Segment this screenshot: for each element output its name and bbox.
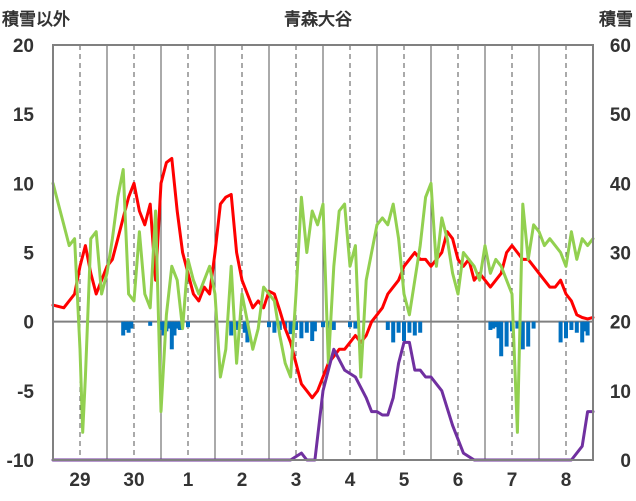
bar (520, 321, 525, 350)
line-series (51, 156, 595, 462)
right-y-tick-label: 10 (610, 382, 631, 403)
right-y-tick-label: 0 (620, 451, 631, 472)
x-tick-label: 8 (561, 470, 572, 491)
bar (294, 321, 298, 330)
bar (580, 321, 585, 343)
bar (499, 321, 504, 357)
bar (496, 321, 501, 339)
chart-title: 青森大谷 (284, 9, 353, 30)
right-y-tick-label: 40 (610, 174, 631, 195)
bar (558, 321, 563, 343)
bar (245, 321, 250, 343)
bar (321, 321, 325, 328)
bar (234, 321, 239, 330)
bar (229, 321, 234, 336)
bar (304, 321, 309, 333)
bar (582, 321, 587, 332)
bar (169, 321, 174, 350)
x-tick-label: 7 (507, 470, 518, 491)
left-y-tick-label: -10 (7, 451, 34, 472)
x-tick-label: 4 (345, 470, 356, 491)
bar (412, 321, 417, 336)
bar (402, 321, 406, 342)
bar (148, 321, 153, 326)
bar (353, 321, 358, 329)
left-axis-title: 積雪以外 (2, 9, 70, 30)
bar (569, 321, 574, 330)
x-tick-label: 3 (291, 470, 302, 491)
bar (391, 321, 396, 343)
bar (267, 321, 271, 328)
series-line (51, 168, 595, 434)
bar (564, 321, 568, 339)
bar (385, 321, 390, 330)
bar (129, 321, 134, 329)
right-y-tick-label: 50 (610, 105, 631, 126)
bar (172, 321, 177, 336)
bar (488, 321, 493, 330)
x-tick-label: 29 (69, 470, 90, 491)
bar (531, 321, 536, 329)
bar (348, 321, 352, 328)
bar (504, 321, 509, 347)
x-tick-label: 5 (399, 470, 410, 491)
left-y-tick-label: 15 (13, 105, 35, 126)
bar (310, 321, 315, 342)
x-tick-label: 30 (123, 470, 144, 491)
bar (312, 321, 317, 332)
x-tick-label: 6 (453, 470, 464, 491)
bar (396, 321, 401, 333)
bar (491, 321, 496, 329)
left-y-tick-label: 20 (13, 36, 34, 57)
plot-frame (52, 44, 594, 461)
left-y-tick-label: 5 (23, 244, 34, 265)
bar (526, 321, 531, 347)
bar (493, 321, 498, 328)
bar (126, 321, 131, 333)
bar (574, 321, 579, 333)
bar (288, 321, 293, 335)
bar (175, 321, 180, 329)
bar (585, 321, 590, 336)
bar (123, 321, 128, 330)
x-tick-label: 2 (237, 470, 248, 491)
series-line (51, 340, 595, 462)
bar (159, 321, 163, 330)
bar (515, 321, 520, 329)
bar (167, 321, 172, 329)
right-axis-title: 積雪 (599, 9, 633, 30)
bar (272, 321, 277, 333)
left-y-tick-label: -5 (17, 382, 34, 403)
right-y-tick-label: 20 (610, 313, 631, 334)
bar (407, 321, 412, 333)
bar (299, 321, 304, 339)
x-tick-label: 1 (183, 470, 194, 491)
bar (418, 321, 423, 333)
bar (161, 321, 166, 336)
bar-series (121, 321, 590, 357)
bar (121, 321, 126, 336)
bar (331, 321, 336, 330)
left-y-tick-label: 10 (13, 174, 34, 195)
bar (186, 321, 190, 328)
right-y-tick-label: 60 (610, 36, 631, 57)
bar (177, 321, 182, 330)
bar (242, 321, 247, 333)
left-y-tick-label: 0 (23, 313, 34, 334)
right-y-tick-label: 30 (610, 244, 631, 265)
